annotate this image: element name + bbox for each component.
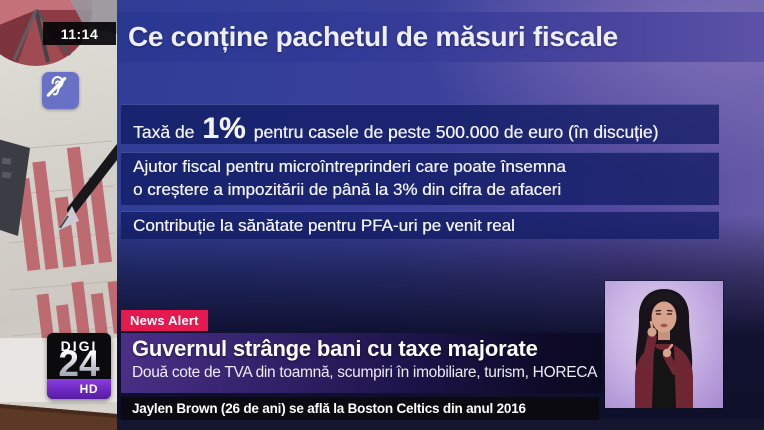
news-ticker: Jaylen Brown (26 de ani) se află la Bost… <box>121 397 599 420</box>
ticker-text: Jaylen Brown (26 de ani) se află la Bost… <box>132 401 526 416</box>
bullet1-prefix: Taxă de <box>133 122 195 142</box>
sign-language-interpreter-box <box>605 281 723 408</box>
timestamp-text: 11:14 <box>60 25 99 42</box>
financial-charts-photo <box>0 0 117 430</box>
subheadline-text: Două cote de TVA din toamnă, scumpiri în… <box>132 364 598 381</box>
info-box-pfa: Contribuție la sănătate pentru PFA-uri p… <box>121 211 719 239</box>
digi24-logo: DIGI 24 HD <box>47 333 111 399</box>
ear-slash-glyph <box>46 76 67 97</box>
logo-number-text: 24 <box>47 345 111 382</box>
interpreter-figure <box>635 289 693 408</box>
logo-hd-bar: HD <box>47 379 111 399</box>
background-photo-strip: 11:14 DIGI 24 HD <box>0 0 117 430</box>
news-alert-badge: News Alert <box>121 310 208 331</box>
main-graphic-panel: Ce conține pachetul de măsuri fiscale Ta… <box>117 0 764 430</box>
bottom-strip <box>117 419 764 430</box>
bullet3-text: Contribuție la sănătate pentru PFA-uri p… <box>133 215 515 235</box>
news-alert-label: News Alert <box>130 313 199 328</box>
bullet1-suffix: pentru casele de peste 500.000 de euro (… <box>253 122 659 142</box>
title-bar: Ce conține pachetul de măsuri fiscale <box>117 12 764 62</box>
bullet1-highlight: 1% <box>202 112 246 145</box>
logo-hd-text: HD <box>79 382 98 396</box>
deaf-accessibility-icon <box>42 72 79 109</box>
headline-box: Guvernul strânge bani cu taxe majorate D… <box>121 333 603 393</box>
bullet2-text: Ajutor fiscal pentru microîntreprinderi … <box>133 157 566 199</box>
info-box-micro: Ajutor fiscal pentru microîntreprinderi … <box>121 152 719 205</box>
headline-text: Guvernul strânge bani cu taxe majorate <box>132 336 538 361</box>
logo-brand-text: DIGI <box>47 338 111 354</box>
timestamp: 11:14 <box>43 22 116 45</box>
page-title: Ce conține pachetul de măsuri fiscale <box>128 21 618 52</box>
info-box-tax: Taxă de 1% pentru casele de peste 500.00… <box>121 104 719 144</box>
